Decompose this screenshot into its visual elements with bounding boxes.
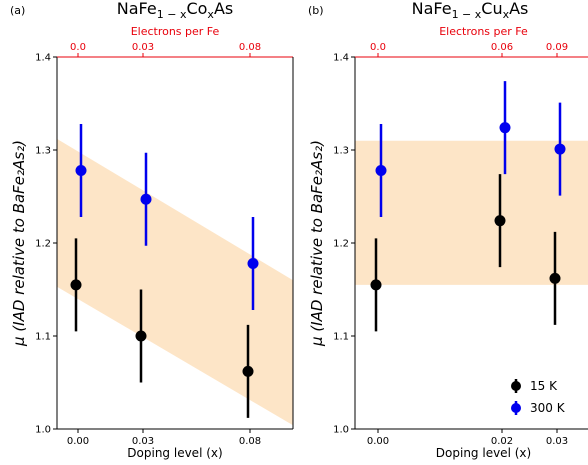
data-point xyxy=(75,164,87,176)
confidence-band xyxy=(57,138,293,426)
y-axis-title: μ (IAD relative to BaFe₂As₂) xyxy=(10,140,28,347)
chart-title: NaFe1 − xCoxAs xyxy=(117,0,233,21)
x-tick-label: 0.03 xyxy=(546,436,568,447)
data-point xyxy=(370,279,382,291)
x-axis-title: Doping level (x) xyxy=(127,446,222,460)
top-axis-title: Electrons per Fe xyxy=(131,25,220,38)
title-part: As xyxy=(214,0,233,18)
data-point xyxy=(554,143,566,155)
title-part: Cu xyxy=(481,0,502,18)
title-part: As xyxy=(509,0,528,18)
data-point xyxy=(375,164,387,176)
data-point xyxy=(247,257,259,269)
chart-panel-b: 1.0 1.1 1.2 1.3 1.4 0.00 0.02 0.03 0.0 0.06 0.09 El… xyxy=(308,0,588,460)
data-point xyxy=(70,279,82,291)
chart-title: NaFe1 − xCuxAs xyxy=(412,0,529,21)
y-tick-label: 1.2 xyxy=(333,239,349,250)
x-tick-label: 0.03 xyxy=(132,436,154,447)
data-point xyxy=(242,365,254,377)
title-part: Co xyxy=(186,0,207,18)
panel-label: (b) xyxy=(308,4,324,17)
top-axis-title: Electrons per Fe xyxy=(439,25,528,38)
y-tick-label: 1.2 xyxy=(35,239,51,250)
y-tick-label: 1.3 xyxy=(35,146,51,157)
chart-panel-a: 1.0 1.1 1.2 1.3 1.4 0.00 0.03 0.08 0.0 0.03 0.08 El… xyxy=(10,0,294,460)
data-point xyxy=(494,215,506,227)
x-axis-title: Doping level (x) xyxy=(436,446,531,460)
y-tick-label: 1.1 xyxy=(35,332,51,343)
y-axis-title: μ (IAD relative to BaFe₂As₂) xyxy=(308,140,326,347)
title-part: 1 − x xyxy=(452,8,482,21)
y-tick-label: 1.1 xyxy=(333,332,349,343)
top-tick-label: 0.0 xyxy=(70,42,86,53)
title-part: NaFe xyxy=(412,0,452,18)
y-tick-label: 1.3 xyxy=(333,146,349,157)
x-tick-label: 0.00 xyxy=(367,436,389,447)
x-tick-label: 0.02 xyxy=(491,436,513,447)
y-tick-label: 1.0 xyxy=(35,425,51,436)
top-tick-label: 0.06 xyxy=(491,42,513,53)
data-point xyxy=(549,272,561,284)
top-tick-label: 0.08 xyxy=(239,42,261,53)
top-tick-label: 0.03 xyxy=(132,42,154,53)
data-point xyxy=(140,193,152,205)
y-tick-label: 1.4 xyxy=(35,53,51,64)
data-point xyxy=(499,122,511,134)
top-tick-label: 0.0 xyxy=(370,42,386,53)
legend-marker xyxy=(511,403,521,413)
title-part: 1 − x xyxy=(157,8,187,21)
title-part: x xyxy=(207,8,214,21)
legend-marker xyxy=(511,381,521,391)
confidence-band xyxy=(355,140,588,285)
x-tick-label: 0.08 xyxy=(239,436,261,447)
title-part: NaFe xyxy=(117,0,157,18)
y-tick-label: 1.4 xyxy=(333,53,349,64)
x-tick-label: 0.00 xyxy=(67,436,89,447)
y-tick-label: 1.0 xyxy=(333,425,349,436)
panel-label: (a) xyxy=(10,4,25,17)
legend-label: 15 K xyxy=(530,379,558,393)
title-part: x xyxy=(503,8,510,21)
top-tick-label: 0.09 xyxy=(546,42,568,53)
legend-label: 300 K xyxy=(530,401,566,415)
data-point xyxy=(135,330,147,342)
